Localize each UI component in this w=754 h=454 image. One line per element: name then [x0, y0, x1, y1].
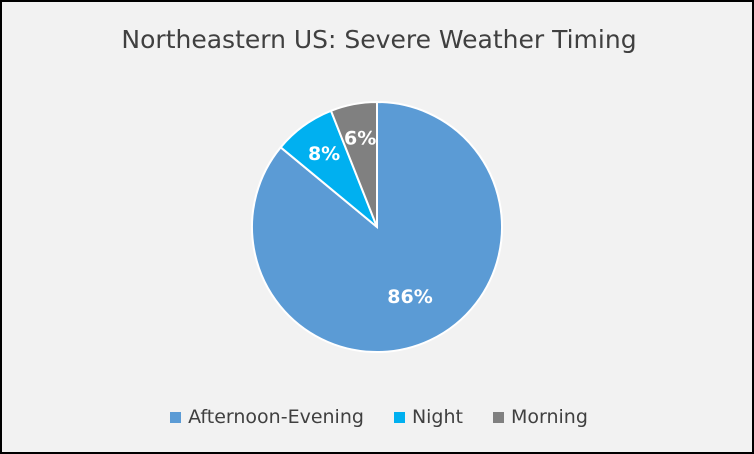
data-label-morning: 6% — [344, 128, 376, 150]
legend-swatch-morning — [492, 411, 504, 423]
pie-labels: 86% 8%6% — [308, 128, 433, 309]
data-label-afternoon-evening: 86% — [387, 286, 432, 308]
legend-item-night: Night — [393, 406, 463, 428]
legend-item-morning: Morning — [492, 406, 588, 428]
pie-slices — [251, 100, 503, 353]
legend-label-night: Night — [411, 406, 463, 428]
legend: Afternoon-Evening Night Morning — [2, 406, 754, 428]
legend-label-afternoon-evening: Afternoon-Evening — [188, 406, 364, 428]
pie-slice-morning — [329, 100, 378, 228]
chart-title: Northeastern US: Severe Weather Timing — [121, 25, 637, 54]
legend-swatch-afternoon-evening — [170, 411, 182, 423]
legend-item-afternoon-evening: Afternoon-Evening — [170, 406, 364, 428]
legend-swatch-night — [393, 411, 405, 423]
legend-label-morning: Morning — [510, 406, 588, 428]
data-label-night: 8% — [308, 143, 340, 165]
